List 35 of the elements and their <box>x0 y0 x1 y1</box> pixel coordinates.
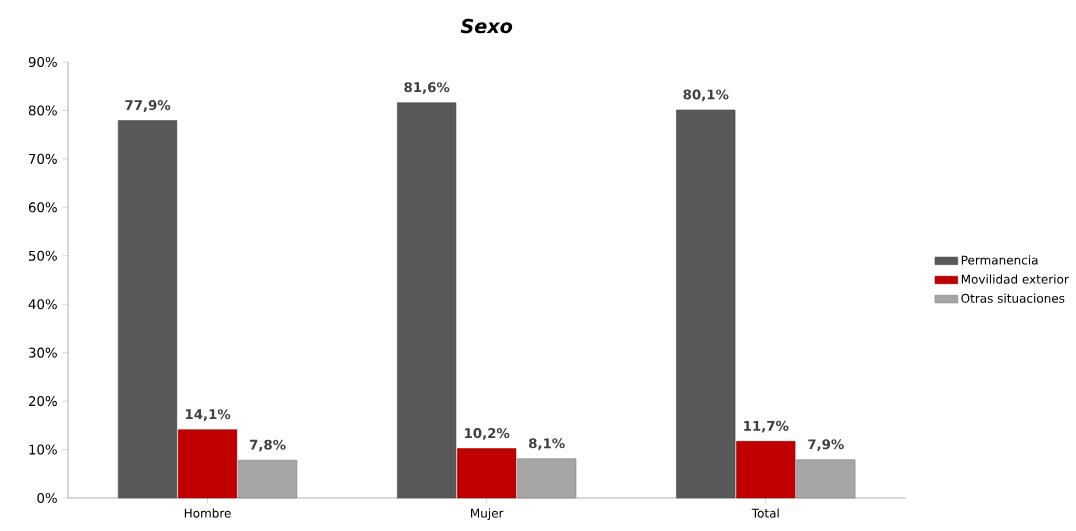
data-label: 11,7% <box>744 420 789 433</box>
legend-label: Movilidad exterior <box>961 274 1069 284</box>
x-tick-label: Total <box>751 508 779 518</box>
data-label: 77,9% <box>125 100 171 112</box>
y-tick-label: 0% <box>37 492 57 504</box>
bar <box>796 459 856 499</box>
y-tick-label: 40% <box>28 299 57 310</box>
data-label: 14,1% <box>185 409 231 421</box>
data-label: 10,2% <box>465 428 510 440</box>
bar <box>517 458 577 499</box>
legend-label: Permanencia <box>961 255 1038 265</box>
y-tick-label: 80% <box>28 105 57 116</box>
bar <box>736 441 796 499</box>
bar <box>177 429 238 499</box>
data-label: 8,1% <box>529 438 565 451</box>
bar <box>397 102 457 499</box>
y-tick-label: 50% <box>29 250 57 261</box>
x-tick-label: Hombre <box>184 508 231 518</box>
bar <box>237 459 298 499</box>
data-label: 81,6% <box>404 82 450 94</box>
data-label: 80,1% <box>683 89 729 102</box>
y-tick-label: 30% <box>29 347 57 358</box>
bar <box>457 448 517 499</box>
data-label: 7,9% <box>808 439 844 452</box>
bar <box>117 120 178 499</box>
chart-title: Sexo <box>460 18 513 34</box>
y-tick-label: 60% <box>28 202 57 213</box>
y-tick-label: 70% <box>29 153 57 164</box>
y-tick-label: 90% <box>28 56 57 68</box>
y-tick-label: 10% <box>29 444 57 455</box>
x-tick-label: Mujer <box>471 508 504 520</box>
data-label: 7,8% <box>249 439 286 452</box>
y-tick-label: 20% <box>28 396 57 407</box>
bar <box>676 109 736 499</box>
legend-label: Otras situaciones <box>961 293 1065 303</box>
